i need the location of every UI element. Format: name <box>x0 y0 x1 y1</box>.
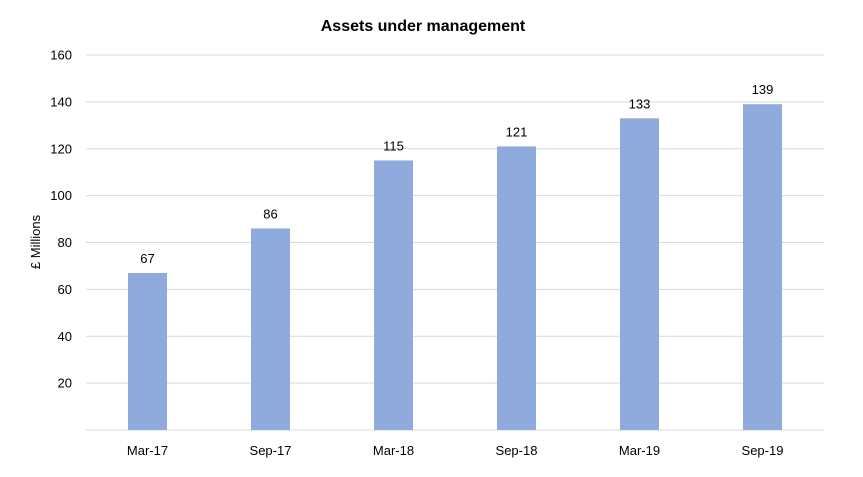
y-tick-label: 60 <box>58 282 72 297</box>
y-tick-label: 40 <box>58 329 72 344</box>
gridlines <box>86 54 824 431</box>
x-axis-ticks: Mar-17 Sep-17 Mar-18 Sep-18 Mar-19 Sep-19 <box>127 443 784 458</box>
y-axis-label: £ Millions <box>28 214 43 269</box>
x-tick-label: Sep-18 <box>496 443 538 458</box>
y-tick-label: 120 <box>50 141 72 156</box>
data-label: 67 <box>140 251 154 266</box>
y-axis-ticks: 20 40 60 80 100 120 140 160 <box>50 48 72 391</box>
bar <box>620 118 659 430</box>
x-tick-label: Mar-18 <box>373 443 414 458</box>
y-tick-label: 140 <box>50 94 72 109</box>
y-tick-label: 100 <box>50 188 72 203</box>
bar <box>497 146 536 430</box>
data-labels: 67 86 115 121 133 139 <box>140 82 773 266</box>
bar <box>743 104 782 430</box>
bar <box>251 228 290 430</box>
bar <box>374 160 413 430</box>
data-label: 115 <box>383 138 404 153</box>
chart-title: Assets under management <box>321 18 526 35</box>
bar <box>128 272 167 430</box>
x-tick-label: Mar-19 <box>619 443 660 458</box>
data-label: 133 <box>629 96 651 111</box>
x-tick-label: Mar-17 <box>127 443 168 458</box>
y-tick-label: 80 <box>58 235 72 250</box>
x-tick-label: Sep-19 <box>742 443 784 458</box>
bars <box>128 104 782 430</box>
x-tick-label: Sep-17 <box>250 443 292 458</box>
y-tick-label: 160 <box>50 48 72 63</box>
y-tick-label: 20 <box>58 376 72 391</box>
data-label: 139 <box>752 82 774 97</box>
data-label: 121 <box>506 124 528 139</box>
data-label: 86 <box>263 206 277 221</box>
